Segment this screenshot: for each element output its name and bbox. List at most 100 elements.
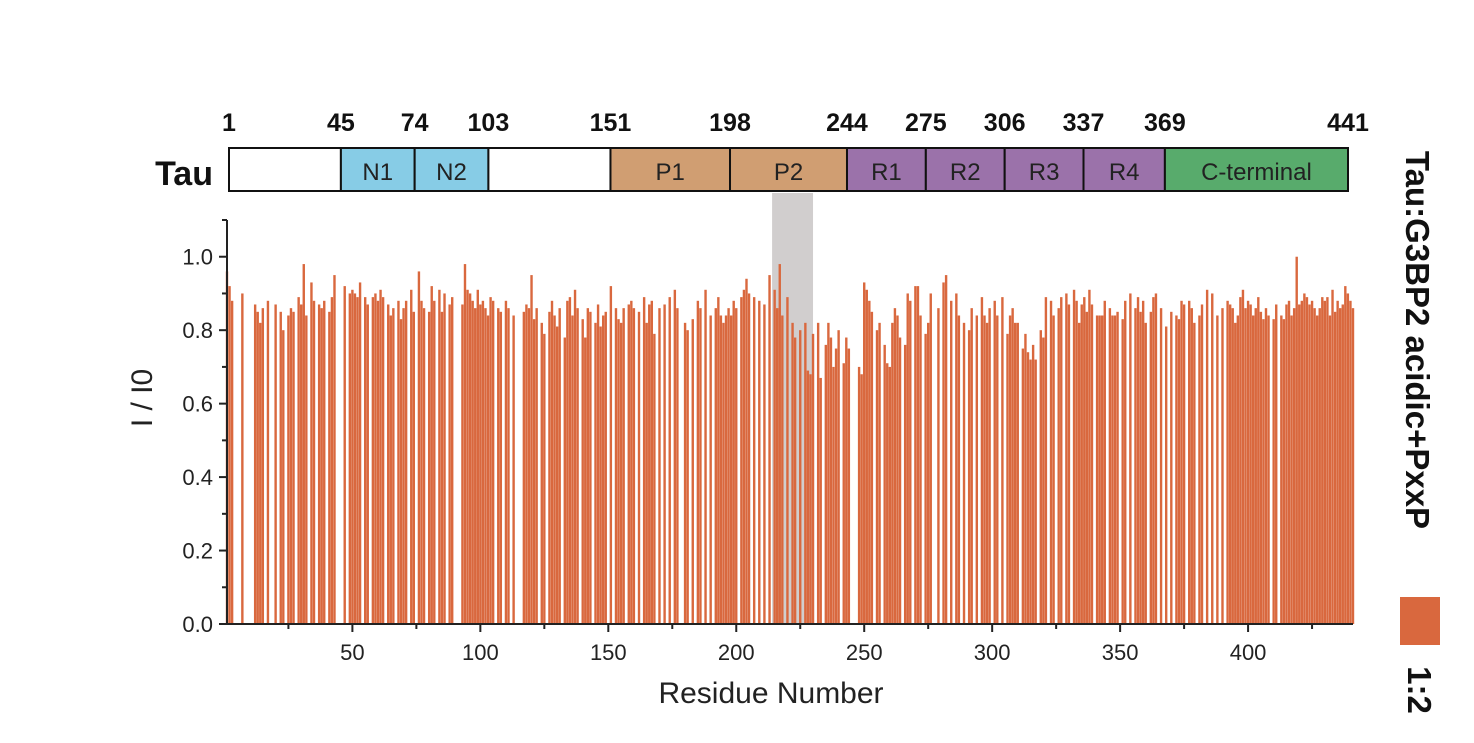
bar <box>527 308 531 624</box>
bar <box>422 308 426 624</box>
bar <box>543 333 546 624</box>
bar <box>648 304 651 624</box>
bar <box>1031 344 1035 624</box>
bar <box>466 289 469 624</box>
bar <box>1323 300 1327 624</box>
bar <box>696 300 700 624</box>
bar <box>1272 319 1275 624</box>
domain-boundary-number: 337 <box>1063 109 1105 137</box>
bar <box>758 300 761 624</box>
bar <box>1124 300 1127 624</box>
y-tick-label: 0.0 <box>182 612 213 637</box>
bar <box>1182 304 1186 624</box>
bar <box>985 322 989 624</box>
bar <box>1246 300 1250 624</box>
bar <box>305 315 308 624</box>
bar <box>847 348 851 624</box>
bar <box>1303 293 1306 624</box>
bar <box>1310 300 1314 624</box>
x-axis-title: Residue Number <box>658 677 883 710</box>
bar <box>1134 308 1137 624</box>
bar <box>845 337 848 624</box>
bar <box>609 286 613 624</box>
bar <box>371 297 375 624</box>
bar <box>427 311 431 624</box>
bar <box>637 311 641 624</box>
bar <box>589 311 592 624</box>
bar <box>1021 348 1025 624</box>
bar <box>550 300 554 624</box>
bar <box>1200 304 1204 624</box>
bar <box>883 344 886 624</box>
bar <box>622 308 625 624</box>
bar <box>1016 322 1019 624</box>
bar <box>1024 333 1027 624</box>
x-tick-label: 350 <box>1102 640 1139 665</box>
bar <box>317 304 321 624</box>
bar <box>1300 300 1304 624</box>
bar <box>1292 308 1296 624</box>
bar <box>599 326 602 624</box>
domain-map: N1 N2 P1 P2 R1 R2 R3 R4 C-terminal <box>228 147 1349 192</box>
bar <box>443 293 446 624</box>
axes: 0.0 0.2 0.4 0.6 0.8 1.0 50 100 150 200 250 300 350 40… <box>182 219 1353 665</box>
bar <box>926 322 930 624</box>
bar <box>888 366 892 624</box>
bar <box>376 300 380 624</box>
bar <box>333 275 336 624</box>
bar <box>274 304 277 624</box>
bar <box>481 300 485 624</box>
bar <box>786 297 789 624</box>
bar <box>875 330 879 624</box>
bar <box>1280 315 1283 624</box>
bar <box>980 297 984 624</box>
bar <box>983 315 986 624</box>
bar <box>916 286 920 624</box>
bar <box>865 289 868 624</box>
bar <box>1305 297 1309 624</box>
bar <box>289 308 293 624</box>
bar <box>310 282 313 624</box>
bar <box>1228 304 1232 624</box>
bar <box>691 319 694 624</box>
bar <box>497 308 500 624</box>
bar <box>1349 300 1352 624</box>
bar <box>929 293 932 624</box>
bar <box>1044 297 1048 624</box>
bar <box>228 286 231 624</box>
bar <box>323 300 326 624</box>
domain-segment-label: P2 <box>774 159 803 186</box>
bar <box>440 311 444 624</box>
bar <box>430 286 433 624</box>
bar <box>1057 308 1060 624</box>
bar <box>363 297 367 624</box>
bar <box>1090 304 1094 624</box>
bar <box>1154 293 1158 624</box>
bar <box>1149 311 1153 624</box>
bar <box>499 311 503 624</box>
bar <box>1039 330 1042 624</box>
domain-boundary-number: 369 <box>1144 109 1186 137</box>
bar <box>742 289 746 624</box>
bar <box>555 326 559 624</box>
bar <box>522 311 526 624</box>
bar <box>540 322 543 624</box>
bar <box>709 315 712 624</box>
bar <box>896 315 899 624</box>
bar <box>768 275 771 624</box>
bar <box>1262 319 1265 624</box>
bar <box>525 304 528 624</box>
legend-label: 1:2 <box>1401 666 1438 714</box>
bar <box>410 289 413 624</box>
bar <box>1175 315 1178 624</box>
bar <box>596 304 600 624</box>
domain-segment <box>487 147 612 192</box>
x-tick-label: 100 <box>462 640 499 665</box>
bar <box>747 293 751 624</box>
bar <box>1095 315 1099 624</box>
bar <box>1267 315 1270 624</box>
bar <box>282 330 285 624</box>
bar <box>893 308 897 624</box>
bar <box>829 337 833 624</box>
bar <box>1346 293 1350 624</box>
